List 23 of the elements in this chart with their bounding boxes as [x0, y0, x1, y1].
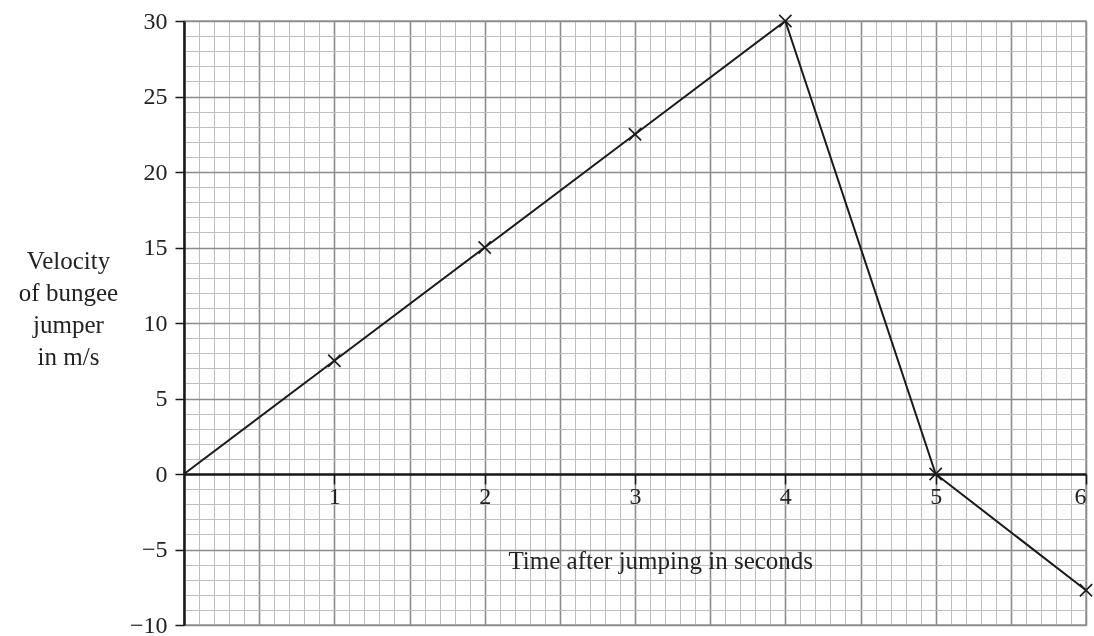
x-tick-label: 4 [779, 482, 792, 509]
point [477, 240, 492, 255]
y-tick-label: 5 [155, 385, 168, 411]
x-tick-label: 1 [328, 482, 341, 509]
y-tick-label: 25 [143, 83, 168, 109]
point [778, 14, 793, 28]
x-tick-label: 6 [1074, 482, 1087, 509]
x-axis-title: Time after jumping in seconds [508, 546, 814, 574]
x-tick-label: 5 [930, 482, 943, 509]
point [327, 353, 342, 368]
y-tick-label: 15 [143, 234, 168, 260]
y-tick-label: −5 [141, 536, 168, 562]
point [628, 127, 642, 142]
point [1079, 583, 1093, 598]
y-axis-title: Velocity of bungee jumper in m/s [18, 246, 119, 370]
x-tick-label: 3 [629, 482, 642, 509]
y-tick-label: −10 [129, 611, 168, 636]
x-tick-label: 2 [479, 482, 492, 509]
point [928, 467, 943, 481]
y-tick-label: 0 [155, 460, 168, 487]
y-tick-label: 20 [143, 158, 168, 185]
y-tick-label: 30 [143, 7, 168, 34]
y-tick-label: 10 [143, 309, 168, 336]
